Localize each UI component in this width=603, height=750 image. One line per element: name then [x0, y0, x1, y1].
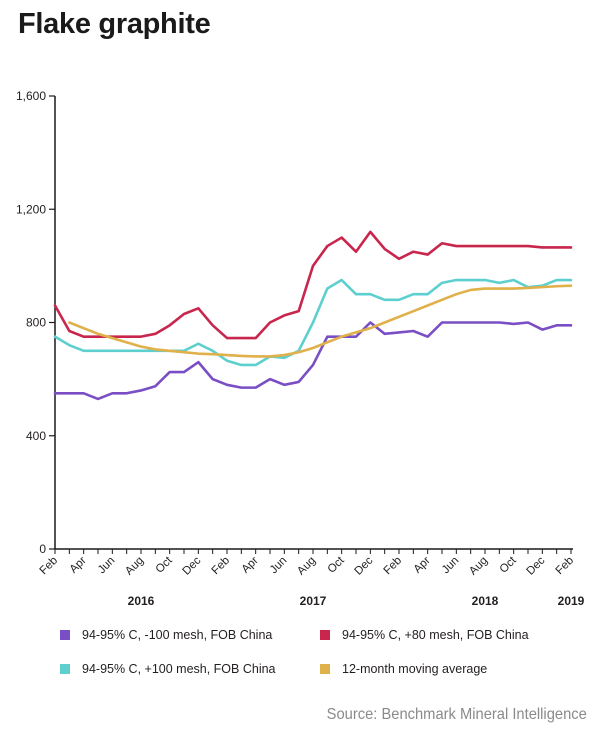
source-note: Source: Benchmark Mineral Intelligence: [326, 706, 587, 723]
x-tick-label: Feb: [210, 555, 233, 578]
x-tick-label: Aug: [123, 555, 146, 578]
series-line-4: [68, 284, 573, 358]
x-tick-label: Apr: [240, 555, 261, 576]
x-tick-label: Oct: [326, 554, 348, 576]
legend-item-moving-average: 12-month moving average: [320, 662, 487, 676]
x-tick-label: Dec: [353, 554, 376, 577]
legend: 94-95% C, -100 mesh, FOB China 94-95% C,…: [60, 628, 600, 688]
legend-swatch-crimson: [320, 630, 330, 640]
x-tick-label: Aug: [295, 555, 318, 578]
y-tick-label: 1,600: [16, 89, 46, 103]
x-tick-label: Feb: [382, 555, 405, 578]
legend-label: 12-month moving average: [342, 662, 488, 676]
legend-label: 94-95% C, -100 mesh, FOB China: [82, 628, 273, 642]
series-lines: [53, 230, 573, 401]
y-tick-label: 400: [26, 429, 46, 443]
series-line-1: [53, 321, 573, 401]
y-tick-label: 0: [39, 542, 46, 556]
x-tick-label: Jun: [268, 555, 290, 577]
y-axis: 0 400 800 1,200 1,600: [16, 89, 56, 556]
legend-label: 94-95% C, +80 mesh, FOB China: [342, 628, 529, 642]
x-tick-label: Oct: [498, 554, 520, 576]
x-tick-label: Apr: [68, 555, 89, 576]
series-line-3: [53, 278, 573, 367]
chart-title: Flake graphite: [18, 8, 211, 40]
legend-label: 94-95% C, +100 mesh, FOB China: [82, 662, 276, 676]
x-tick-label: Jun: [96, 555, 118, 577]
x-year-label: 2018: [472, 594, 499, 608]
legend-swatch-gold: [320, 664, 330, 674]
x-tick-label: Dec: [525, 554, 548, 577]
y-tick-label: 800: [26, 316, 46, 330]
x-tick-label: Dec: [181, 554, 204, 577]
legend-swatch-teal: [60, 664, 70, 674]
legend-item-plus80-mesh: 94-95% C, +80 mesh, FOB China: [320, 628, 529, 642]
x-tick-label: Feb: [38, 555, 61, 578]
series-line-2: [53, 230, 573, 340]
x-year-label: 2019: [558, 594, 585, 608]
x-tick-label: Apr: [412, 555, 433, 576]
x-year-label: 2016: [128, 594, 155, 608]
legend-item-minus100-mesh: 94-95% C, -100 mesh, FOB China: [60, 628, 272, 642]
x-tick-label: Oct: [154, 554, 176, 576]
x-year-label: 2017: [300, 594, 327, 608]
x-axis: Feb Apr Jun Aug Oct Dec Feb Apr Jun Aug Oct Dec Feb A…: [38, 548, 585, 608]
x-tick-label: Jun: [440, 555, 462, 577]
x-tick-label: Feb: [554, 555, 577, 578]
legend-item-plus100-mesh: 94-95% C, +100 mesh, FOB China: [60, 662, 276, 676]
legend-swatch-purple: [60, 630, 70, 640]
x-tick-label: Aug: [467, 555, 490, 578]
y-tick-label: 1,200: [16, 202, 46, 216]
